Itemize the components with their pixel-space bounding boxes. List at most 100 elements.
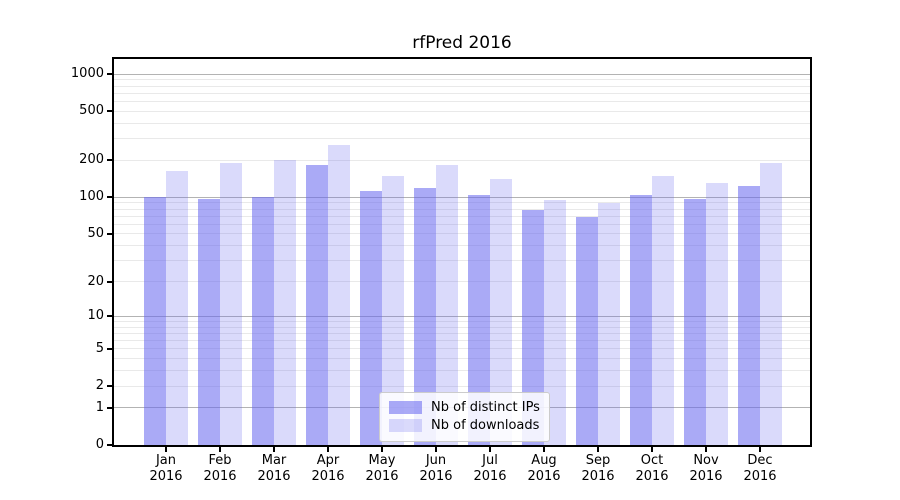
x-tick-mark-sep: [597, 445, 599, 452]
y-tick-mark-1000: [107, 73, 114, 76]
minor-gridline: [114, 370, 810, 372]
bar-nb-of-downloads-may: [382, 176, 404, 445]
x-tick-label-nov: Nov 2016: [674, 453, 738, 485]
x-tick-mark-dec: [759, 445, 761, 452]
minor-gridline: [114, 332, 810, 334]
y-tick-label-10: 10: [87, 308, 104, 324]
x-tick-mark-oct: [651, 445, 653, 452]
x-label-year: 2016: [257, 469, 291, 484]
bar-nb-of-downloads-apr: [328, 144, 350, 445]
y-tick-mark-50: [107, 232, 114, 235]
bar-nb-of-distinct-ips-may: [360, 190, 382, 445]
x-tick-mark-jul: [489, 445, 491, 452]
x-label-year: 2016: [419, 469, 453, 484]
bar-nb-of-downloads-jan: [166, 170, 188, 445]
legend-label-nb-of-distinct-ips: Nb of distinct IPs: [431, 399, 540, 415]
x-label-year: 2016: [635, 469, 669, 484]
minor-gridline: [114, 208, 810, 210]
x-tick-mark-jan: [165, 445, 167, 452]
y-tick-mark-100: [107, 196, 114, 199]
y-tick-label-1: 1: [95, 399, 104, 415]
bar-nb-of-distinct-ips-nov: [684, 198, 706, 445]
y-tick-label-0: 0: [95, 437, 104, 452]
major-gridline: [114, 73, 810, 75]
x-tick-mark-mar: [273, 445, 275, 452]
x-label-month: Jun: [425, 453, 447, 468]
bar-nb-of-downloads-sep: [598, 202, 620, 445]
minor-gridline: [114, 122, 810, 124]
y-tick-mark-500: [107, 110, 114, 113]
minor-gridline: [114, 245, 810, 247]
legend-swatch-nb-of-downloads: [389, 419, 422, 432]
x-label-month: Nov: [693, 453, 719, 468]
x-tick-mark-feb: [219, 445, 221, 452]
minor-gridline: [114, 281, 810, 283]
minor-gridline: [114, 85, 810, 87]
x-tick-label-feb: Feb 2016: [188, 453, 252, 485]
minor-gridline: [114, 385, 810, 387]
minor-gridline: [114, 202, 810, 204]
x-label-year: 2016: [311, 469, 345, 484]
legend-label-nb-of-downloads: Nb of downloads: [431, 417, 540, 433]
y-tick-label-50: 50: [87, 225, 104, 241]
y-tick-label-20: 20: [87, 273, 104, 289]
x-tick-mark-jun: [435, 445, 437, 452]
bar-nb-of-downloads-oct: [652, 176, 674, 445]
y-tick-label-2: 2: [95, 378, 104, 394]
bar-nb-of-downloads-aug: [544, 200, 566, 445]
x-tick-label-jul: Jul 2016: [458, 453, 522, 485]
x-label-month: May: [368, 453, 396, 468]
y-tick-mark-20: [107, 280, 114, 283]
x-tick-mark-nov: [705, 445, 707, 452]
legend: Nb of distinct IPs Nb of downloads: [379, 392, 550, 442]
minor-gridline: [114, 233, 810, 235]
x-label-year: 2016: [473, 469, 507, 484]
minor-gridline: [114, 348, 810, 350]
x-tick-mark-apr: [327, 445, 329, 452]
x-tick-label-jan: Jan 2016: [134, 453, 198, 485]
bar-nb-of-downloads-nov: [706, 182, 728, 445]
x-label-month: Mar: [261, 453, 287, 468]
x-label-year: 2016: [149, 469, 183, 484]
minor-gridline: [114, 320, 810, 322]
x-label-month: Dec: [747, 453, 773, 468]
y-tick-label-500: 500: [79, 103, 104, 119]
x-label-month: Aug: [531, 453, 557, 468]
x-label-month: Sep: [585, 453, 611, 468]
bar-nb-of-downloads-dec: [760, 163, 782, 445]
minor-gridline: [114, 92, 810, 94]
x-tick-label-mar: Mar 2016: [242, 453, 306, 485]
y-tick-mark-10: [107, 315, 114, 318]
minor-gridline: [114, 340, 810, 342]
bar-nb-of-distinct-ips-jun: [414, 187, 436, 445]
x-tick-label-apr: Apr 2016: [296, 453, 360, 485]
minor-gridline: [114, 101, 810, 103]
y-tick-mark-200: [107, 159, 114, 162]
legend-swatch-nb-of-distinct-ips: [389, 401, 422, 414]
legend-entry-nb-of-distinct-ips: Nb of distinct IPs: [389, 399, 540, 416]
x-label-year: 2016: [689, 469, 723, 484]
y-tick-mark-0: [107, 444, 114, 446]
plot-wrap: 0 1 2 5 10 20 50 100 200 500 1000 Jan 2016 Feb 2016 Mar…: [71, 57, 812, 484]
x-tick-label-sep: Sep 2016: [566, 453, 630, 485]
x-label-year: 2016: [743, 469, 777, 484]
bar-nb-of-distinct-ips-oct: [630, 195, 652, 445]
bar-nb-of-distinct-ips-mar: [252, 196, 274, 445]
minor-gridline: [114, 358, 810, 360]
x-tick-mark-aug: [543, 445, 545, 452]
y-tick-label-100: 100: [79, 189, 104, 205]
y-tick-label-5: 5: [95, 340, 104, 356]
bar-nb-of-downloads-mar: [274, 159, 296, 445]
minor-gridline: [114, 215, 810, 217]
y-tick-mark-2: [107, 385, 114, 388]
bar-nb-of-distinct-ips-sep: [576, 217, 598, 445]
major-gridline: [114, 196, 810, 198]
y-tick-label-200: 200: [79, 152, 104, 168]
x-tick-label-may: May 2016: [350, 453, 414, 485]
bar-nb-of-downloads-feb: [220, 163, 242, 445]
y-tick-mark-5: [107, 347, 114, 350]
plot-area: [114, 59, 810, 445]
x-label-year: 2016: [365, 469, 399, 484]
minor-gridline: [114, 79, 810, 81]
